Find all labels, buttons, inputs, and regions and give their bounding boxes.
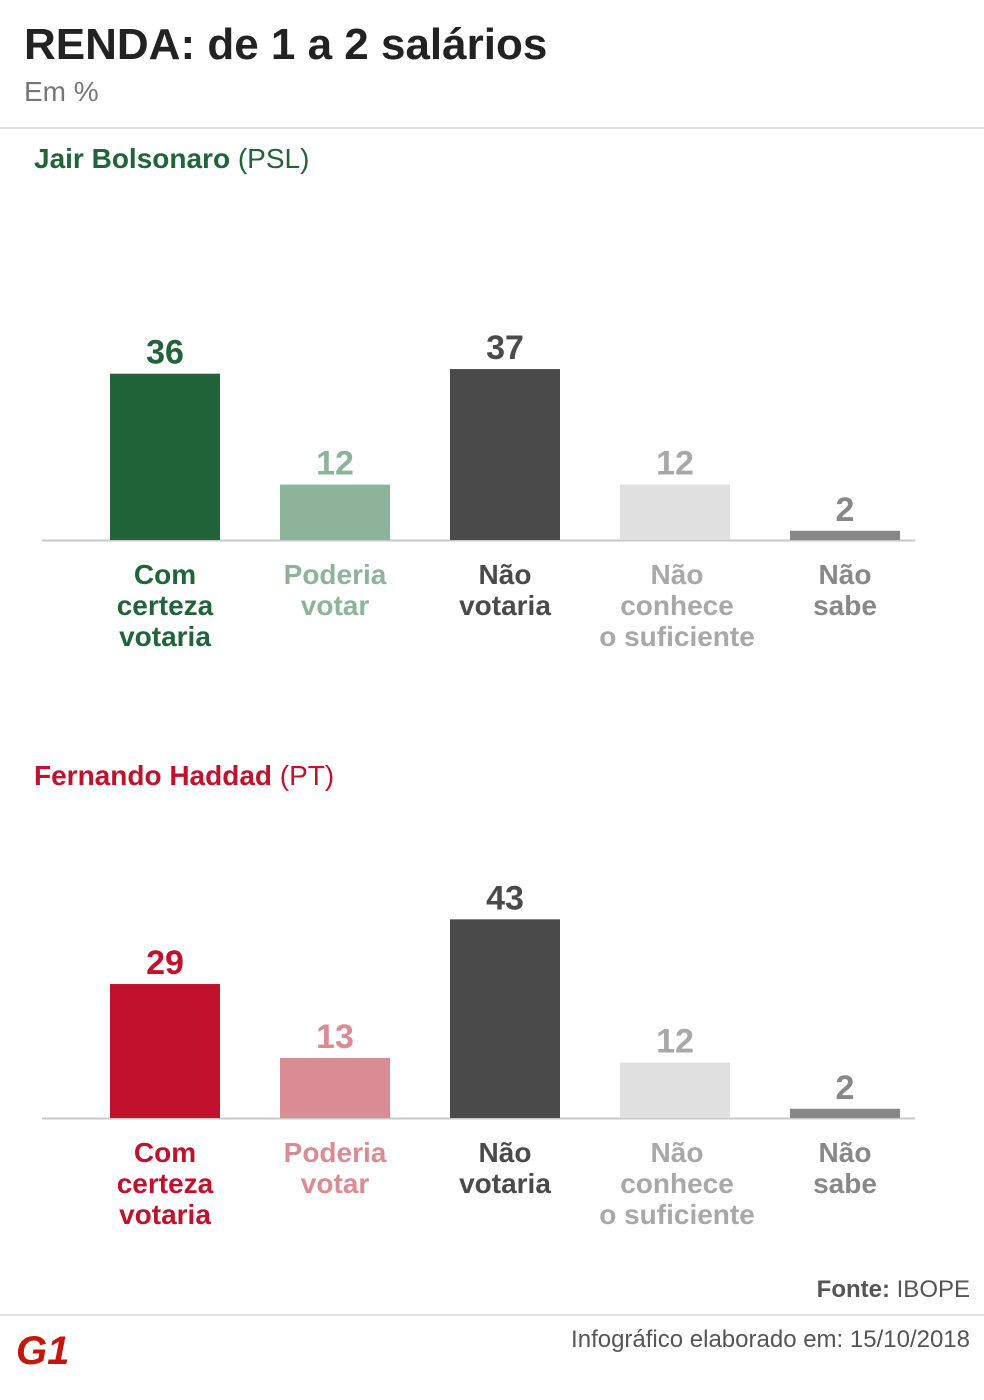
category-label: Não votaria: [459, 559, 551, 621]
source-value: IBOPE: [896, 1276, 970, 1303]
bar: [790, 1108, 900, 1118]
bar-value-label: 37: [486, 329, 524, 367]
category-label: Não sabe: [813, 559, 877, 621]
bar-value-label: 36: [146, 334, 184, 372]
bar: [110, 373, 220, 540]
bar: [450, 369, 560, 540]
category-label: Poderia votar: [284, 1137, 387, 1199]
bar-value-label: 2: [836, 491, 855, 529]
bar: [620, 1062, 730, 1118]
bar-value-label: 12: [656, 1023, 694, 1061]
category-label: Não conhece o suficiente: [599, 1137, 755, 1230]
category-label: Não conhece o suficiente: [599, 559, 755, 652]
category-label: Não sabe: [813, 1137, 877, 1199]
bar: [790, 530, 900, 540]
chart-subtitle: Em %: [24, 76, 99, 107]
bar-value-label: 2: [836, 1069, 855, 1107]
source-label: Fonte:: [816, 1276, 890, 1303]
footer-divider: [0, 1314, 984, 1316]
bar-chart-bolsonaro: 36 Com certeza votaria 12 Poderia votar 37 Não vo…: [0, 200, 984, 680]
category-label: Não votaria: [459, 1137, 551, 1199]
bar-chart-bolsonaro-svg: 36 Com certeza votaria 12 Poderia votar 37 Não vo…: [42, 329, 915, 652]
bar: [280, 484, 390, 540]
candidate-title-haddad: Fernando Haddad (PT): [34, 760, 334, 792]
candidate-party: (PSL): [237, 143, 310, 174]
bar-chart-haddad-svg: 29 Com certeza votaria 13 Poderia votar 43 Não vo…: [42, 879, 915, 1230]
bar-chart-haddad: 29 Com certeza votaria 13 Poderia votar 43 Não vo…: [0, 778, 984, 1258]
g1-logo-icon: G1: [16, 1330, 69, 1372]
candidate-name: Fernando Haddad: [34, 760, 273, 791]
bar: [620, 484, 730, 540]
category-label: Com certeza votaria: [117, 559, 214, 652]
logo-text: G1: [16, 1330, 69, 1372]
bar: [110, 984, 220, 1118]
candidate-party: (PT): [279, 760, 335, 791]
bar-value-label: 13: [316, 1018, 354, 1056]
chart-title: RENDA: de 1 a 2 salários: [24, 20, 548, 69]
source-note: Fonte: IBOPE: [817, 1276, 970, 1304]
category-label: Poderia votar: [284, 559, 387, 621]
credit-note: Infográfico elaborado em: 15/10/2018: [571, 1326, 970, 1353]
bar: [280, 1057, 390, 1118]
bar: [450, 919, 560, 1118]
bar-value-label: 29: [146, 944, 184, 982]
top-divider: [0, 127, 984, 129]
bar-value-label: 12: [316, 445, 354, 483]
candidate-title-bolsonaro: Jair Bolsonaro (PSL): [34, 143, 309, 175]
bar-value-label: 43: [486, 879, 524, 917]
category-label: Com certeza votaria: [117, 1137, 214, 1230]
candidate-name: Jair Bolsonaro: [34, 143, 231, 174]
bar-value-label: 12: [656, 445, 694, 483]
